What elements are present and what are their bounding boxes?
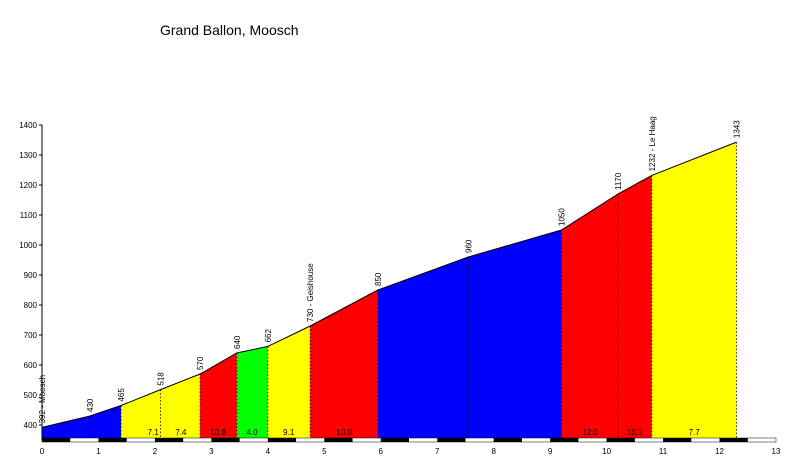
gradient-label: 4.0 bbox=[246, 428, 258, 437]
gradient-label: 7.7 bbox=[689, 428, 701, 437]
profile-segment bbox=[42, 405, 122, 440]
profile-segment bbox=[377, 230, 562, 440]
km-bar-segment bbox=[98, 438, 127, 442]
elevation-label: 518 bbox=[157, 372, 166, 386]
x-tick-label: 7 bbox=[435, 447, 440, 456]
elevation-label: 960 bbox=[464, 239, 473, 253]
x-tick-label: 9 bbox=[548, 447, 553, 456]
km-bar-segment bbox=[550, 438, 579, 442]
gradient-label: 7.1 bbox=[148, 428, 160, 437]
elevation-label: 1232 - Le Haag bbox=[648, 116, 657, 171]
km-bar-segment bbox=[437, 438, 466, 442]
x-tick-label: 6 bbox=[379, 447, 384, 456]
chart-title: Grand Ballon, Moosch bbox=[160, 22, 299, 38]
y-tick-label: 500 bbox=[24, 391, 38, 400]
x-tick-label: 3 bbox=[209, 447, 214, 456]
elevation-label: 465 bbox=[117, 388, 126, 402]
profile-segment bbox=[236, 346, 268, 440]
y-tick-label: 400 bbox=[24, 421, 38, 430]
x-tick-label: 0 bbox=[40, 447, 45, 456]
gradient-label: 7.4 bbox=[175, 428, 187, 437]
x-tick-label: 1 bbox=[96, 447, 101, 456]
y-tick-label: 600 bbox=[24, 361, 38, 370]
elevation-label: 662 bbox=[264, 329, 273, 343]
elevation-label: 1343 bbox=[732, 120, 741, 138]
y-tick-label: 1000 bbox=[19, 241, 37, 250]
x-tick-label: 11 bbox=[659, 447, 668, 456]
x-tick-label: 13 bbox=[772, 447, 781, 456]
y-tick-label: 1300 bbox=[19, 151, 37, 160]
profile-segment bbox=[200, 353, 237, 440]
profile-segment bbox=[121, 374, 201, 440]
elevation-label: 640 bbox=[233, 335, 242, 349]
gradient-label: 10.8 bbox=[210, 428, 226, 437]
elevation-label: 430 bbox=[86, 398, 95, 412]
km-bar-segment bbox=[154, 438, 184, 442]
km-bar-segment bbox=[493, 438, 522, 442]
y-tick-label: 700 bbox=[24, 331, 38, 340]
km-bar-segment bbox=[663, 438, 692, 442]
profile-segment bbox=[310, 290, 378, 440]
profile-segment bbox=[267, 326, 311, 440]
gradient-label: 10.2 bbox=[627, 428, 643, 437]
elevation-label: 730 - Geishouse bbox=[306, 263, 315, 322]
km-bar-segment bbox=[719, 438, 748, 442]
x-tick-label: 12 bbox=[715, 447, 724, 456]
elevation-label: 1170 bbox=[614, 172, 623, 190]
y-tick-label: 800 bbox=[24, 301, 38, 310]
profile-segment bbox=[561, 175, 652, 440]
km-bar-segment bbox=[267, 438, 297, 442]
km-bar-segment bbox=[324, 438, 353, 442]
x-tick-label: 10 bbox=[602, 447, 611, 456]
y-tick-label: 900 bbox=[24, 271, 38, 280]
km-bar-segment bbox=[42, 438, 71, 442]
profile-line bbox=[41, 141, 737, 428]
profile-segment bbox=[651, 142, 737, 440]
elevation-label: 570 bbox=[196, 356, 205, 370]
elevation-label: 850 bbox=[374, 272, 383, 286]
y-tick-label: 1100 bbox=[20, 211, 38, 220]
x-tick-label: 8 bbox=[491, 447, 496, 456]
x-tick-label: 5 bbox=[322, 447, 327, 456]
elevation-label: 1050 bbox=[557, 208, 566, 226]
km-bar-segment bbox=[211, 438, 240, 442]
x-tick-label: 2 bbox=[153, 447, 158, 456]
y-tick-label: 1200 bbox=[19, 181, 37, 190]
y-tick-label: 1400 bbox=[19, 121, 37, 130]
gradient-label: 10.0 bbox=[336, 428, 352, 437]
km-bar-segment bbox=[606, 438, 635, 442]
gradient-label: 9.1 bbox=[283, 428, 295, 437]
x-tick-label: 4 bbox=[266, 447, 271, 456]
km-bar-segment bbox=[380, 438, 409, 442]
gradient-label: 12.0 bbox=[582, 428, 598, 437]
